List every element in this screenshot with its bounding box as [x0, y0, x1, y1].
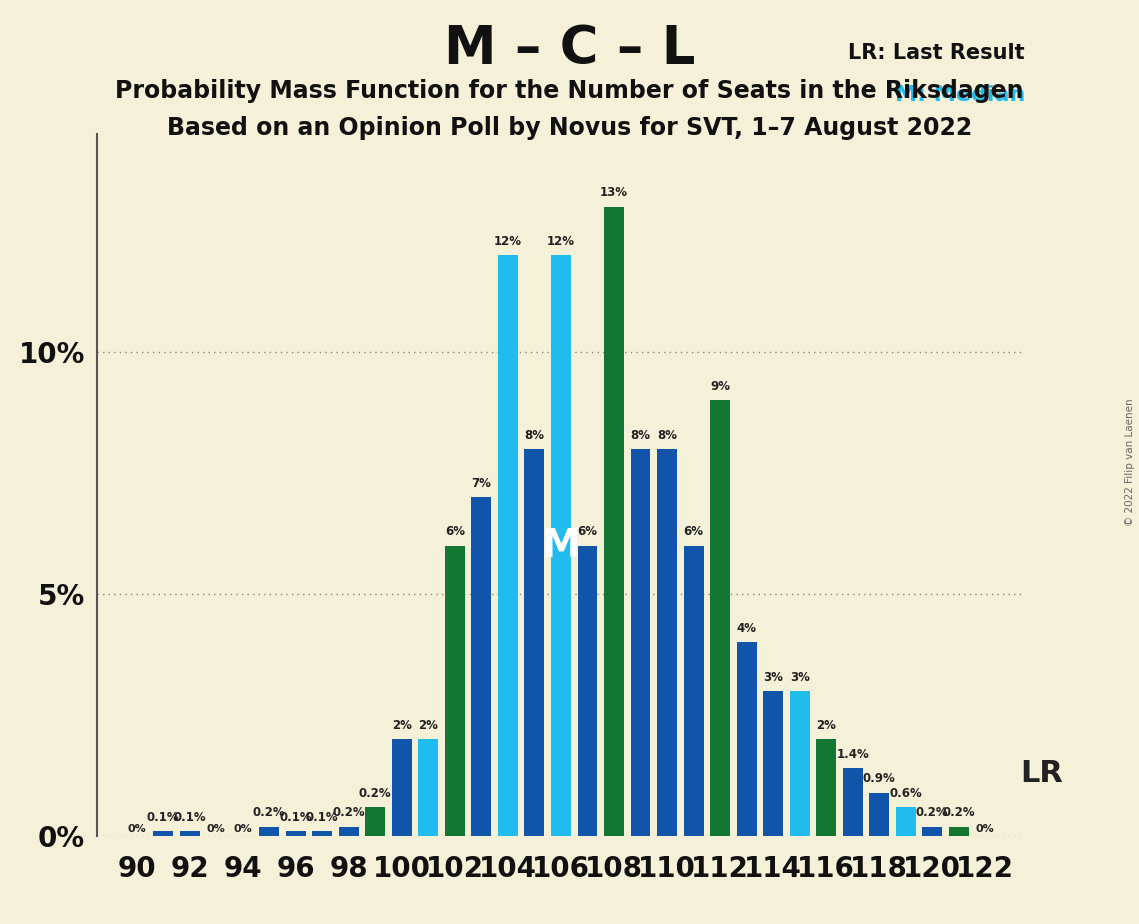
Bar [763, 691, 784, 836]
Text: 8%: 8% [524, 429, 544, 442]
Bar [180, 832, 199, 836]
Text: 0%: 0% [976, 824, 994, 833]
Bar [949, 827, 969, 836]
Text: 3%: 3% [763, 671, 784, 684]
Text: 0.2%: 0.2% [253, 807, 286, 820]
Text: 0.1%: 0.1% [147, 811, 180, 824]
Bar [524, 449, 544, 836]
Bar [498, 255, 518, 836]
Bar [923, 827, 942, 836]
Text: 0.6%: 0.6% [890, 787, 923, 800]
Bar [737, 642, 756, 836]
Bar [683, 546, 704, 836]
Text: 1.4%: 1.4% [836, 748, 869, 761]
Text: 9%: 9% [710, 380, 730, 393]
Text: 0%: 0% [207, 824, 226, 833]
Text: 0%: 0% [128, 824, 146, 833]
Text: M: Median: M: Median [895, 85, 1025, 104]
Text: Based on an Opinion Poll by Novus for SVT, 1–7 August 2022: Based on an Opinion Poll by Novus for SV… [167, 116, 972, 140]
Bar [286, 832, 305, 836]
Text: 13%: 13% [600, 187, 628, 200]
Text: 6%: 6% [577, 526, 598, 539]
Text: 0.2%: 0.2% [942, 807, 975, 820]
Text: 8%: 8% [631, 429, 650, 442]
Bar [789, 691, 810, 836]
Text: 12%: 12% [547, 235, 575, 248]
Bar [338, 827, 359, 836]
Text: 6%: 6% [683, 526, 704, 539]
Bar [153, 832, 173, 836]
Text: 2%: 2% [817, 719, 836, 732]
Text: 0.2%: 0.2% [916, 807, 949, 820]
Bar [418, 739, 439, 836]
Text: 0.2%: 0.2% [333, 807, 366, 820]
Text: LR: LR [1019, 759, 1063, 788]
Bar [710, 400, 730, 836]
Text: LR: Last Result: LR: Last Result [849, 43, 1025, 63]
Text: 0.9%: 0.9% [863, 772, 895, 785]
Bar [843, 769, 862, 836]
Text: 0.1%: 0.1% [279, 811, 312, 824]
Bar [260, 827, 279, 836]
Text: 2%: 2% [418, 719, 439, 732]
Text: 0.1%: 0.1% [306, 811, 338, 824]
Text: © 2022 Filip van Laenen: © 2022 Filip van Laenen [1125, 398, 1134, 526]
Text: 0.2%: 0.2% [359, 787, 392, 800]
Text: 3%: 3% [789, 671, 810, 684]
Text: M – C – L: M – C – L [444, 23, 695, 75]
Text: 4%: 4% [737, 622, 756, 635]
Bar [817, 739, 836, 836]
Bar [604, 207, 624, 836]
Text: 0%: 0% [233, 824, 252, 833]
Text: 6%: 6% [445, 526, 465, 539]
Bar [657, 449, 677, 836]
Bar [577, 546, 598, 836]
Text: 2%: 2% [392, 719, 412, 732]
Bar [445, 546, 465, 836]
Bar [551, 255, 571, 836]
Bar [312, 832, 333, 836]
Text: 12%: 12% [494, 235, 522, 248]
Bar [472, 497, 491, 836]
Text: Probability Mass Function for the Number of Seats in the Riksdagen: Probability Mass Function for the Number… [115, 79, 1024, 103]
Bar [366, 808, 385, 836]
Bar [895, 808, 916, 836]
Bar [392, 739, 412, 836]
Bar [631, 449, 650, 836]
Text: 8%: 8% [657, 429, 677, 442]
Text: M: M [541, 527, 581, 565]
Bar [869, 793, 890, 836]
Text: 0.1%: 0.1% [173, 811, 206, 824]
Text: 7%: 7% [472, 477, 491, 490]
